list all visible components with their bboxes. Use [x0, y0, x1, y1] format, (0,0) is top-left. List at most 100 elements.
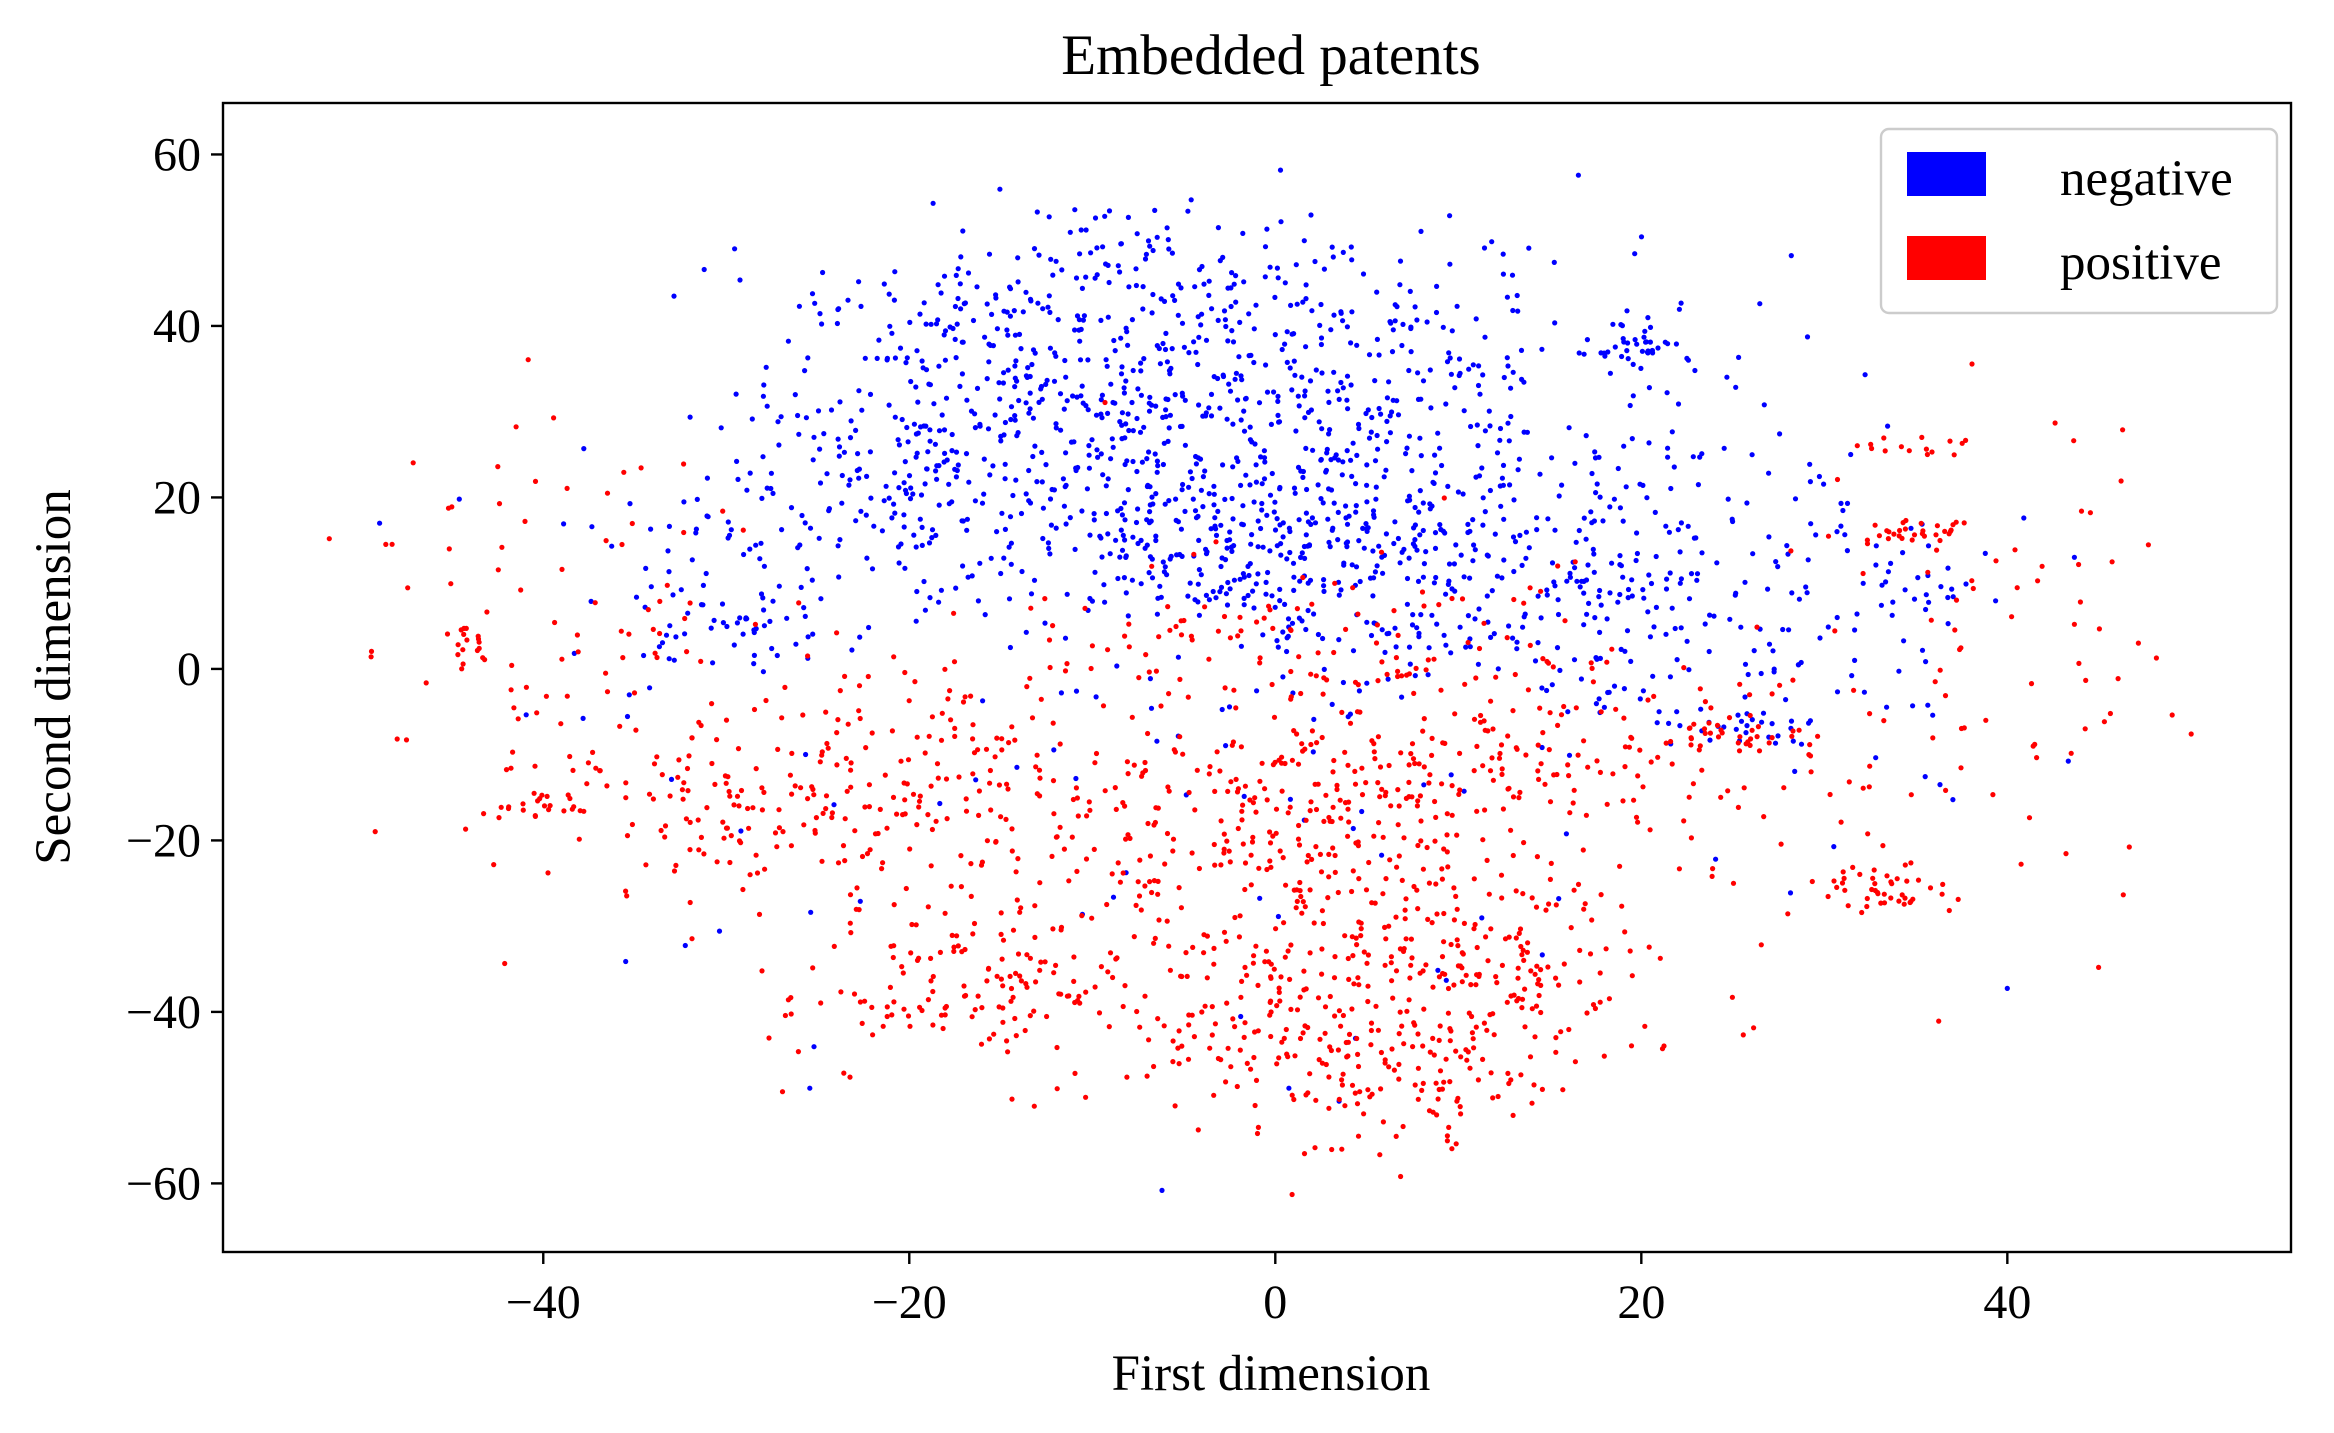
data-point-negative — [1375, 446, 1381, 452]
data-point-positive — [772, 830, 779, 836]
data-point-negative — [1230, 464, 1236, 470]
data-point-negative — [785, 338, 792, 344]
data-point-positive — [671, 868, 678, 874]
data-point-negative — [760, 393, 767, 399]
data-point-negative — [1378, 411, 1384, 417]
data-point-negative — [1908, 525, 1914, 531]
data-point-positive — [1264, 797, 1270, 803]
data-point-positive — [1533, 1003, 1540, 1009]
data-point-positive — [1504, 635, 1510, 641]
data-point-negative — [1229, 328, 1235, 334]
data-point-positive — [848, 784, 854, 790]
data-point-negative — [1505, 363, 1511, 369]
data-point-positive — [1307, 808, 1313, 814]
data-point-negative — [1834, 529, 1840, 535]
data-point-negative — [1586, 600, 1592, 607]
data-point-positive — [1296, 842, 1303, 848]
data-point-positive — [1126, 621, 1132, 627]
data-point-positive — [1218, 862, 1224, 868]
data-point-positive — [1769, 735, 1775, 741]
data-point-negative — [869, 566, 876, 572]
data-point-negative — [933, 532, 939, 539]
data-point-positive — [2107, 710, 2113, 717]
data-point-negative — [1002, 526, 1009, 533]
data-point-positive — [1524, 949, 1530, 955]
data-point-positive — [444, 631, 451, 637]
data-point-negative — [1272, 332, 1278, 338]
data-point-negative — [941, 427, 948, 433]
data-point-negative — [1227, 388, 1234, 394]
data-point-negative — [1596, 594, 1602, 600]
data-point-negative — [1259, 507, 1265, 513]
data-point-negative — [1326, 539, 1332, 545]
data-point-positive — [1396, 853, 1402, 859]
data-point-negative — [1556, 896, 1562, 902]
data-point-positive — [537, 796, 543, 802]
data-point-negative — [1277, 522, 1283, 528]
data-point-positive — [1441, 846, 1447, 852]
data-point-positive — [1490, 1095, 1496, 1101]
data-point-positive — [1604, 801, 1610, 807]
data-point-negative — [1637, 696, 1643, 702]
data-point-negative — [1117, 554, 1123, 560]
data-point-negative — [1087, 595, 1093, 602]
data-point-positive — [1313, 806, 1320, 813]
data-point-negative — [1445, 483, 1451, 489]
data-point-negative — [952, 303, 959, 310]
data-point-positive — [1404, 1008, 1410, 1014]
data-point-positive — [1017, 909, 1023, 915]
data-point-positive — [1334, 786, 1340, 793]
data-point-negative — [1206, 292, 1212, 298]
data-point-negative — [1340, 679, 1346, 686]
data-point-positive — [1484, 857, 1490, 864]
data-point-positive — [759, 785, 765, 791]
data-point-negative — [1180, 393, 1186, 399]
data-point-positive — [681, 780, 687, 786]
data-point-negative — [1621, 686, 1627, 692]
data-point-positive — [1282, 954, 1288, 960]
data-point-negative — [1091, 517, 1097, 523]
data-point-negative — [1032, 350, 1038, 356]
data-point-negative — [958, 306, 964, 312]
data-point-positive — [993, 839, 999, 845]
data-point-negative — [1014, 378, 1020, 384]
data-point-negative — [1233, 299, 1239, 305]
data-point-positive — [1970, 585, 1976, 592]
data-point-negative — [1306, 543, 1312, 549]
data-point-negative — [1263, 579, 1269, 586]
data-point-negative — [761, 607, 767, 613]
data-point-negative — [955, 462, 961, 468]
data-point-negative — [724, 623, 730, 630]
data-point-negative — [1328, 327, 1334, 333]
data-point-positive — [1242, 964, 1248, 971]
data-point-negative — [1461, 788, 1467, 794]
data-point-positive — [939, 710, 945, 716]
data-point-positive — [1891, 531, 1897, 537]
data-point-negative — [1130, 458, 1136, 465]
data-point-negative — [1640, 482, 1646, 488]
data-point-negative — [1255, 518, 1261, 524]
data-point-negative — [1617, 505, 1623, 511]
data-point-positive — [2120, 892, 2126, 898]
data-point-positive — [1388, 960, 1394, 966]
data-point-positive — [689, 735, 695, 741]
data-point-negative — [949, 448, 955, 454]
data-point-negative — [1118, 371, 1125, 377]
data-point-positive — [1523, 752, 1529, 758]
data-point-positive — [1393, 1133, 1399, 1139]
data-point-positive — [1110, 974, 1116, 981]
data-point-negative — [776, 583, 782, 589]
data-point-negative — [1077, 357, 1084, 363]
data-point-positive — [899, 964, 905, 970]
data-point-positive — [1868, 441, 1874, 447]
data-point-negative — [1287, 365, 1293, 371]
data-point-negative — [1504, 294, 1510, 300]
data-point-positive — [1620, 798, 1626, 804]
data-point-positive — [1083, 1094, 1089, 1100]
data-point-negative — [1074, 313, 1081, 319]
data-point-negative — [957, 281, 963, 287]
data-point-positive — [890, 954, 896, 961]
data-point-negative — [941, 459, 947, 465]
data-point-positive — [1515, 975, 1521, 981]
data-point-positive — [1375, 678, 1381, 684]
